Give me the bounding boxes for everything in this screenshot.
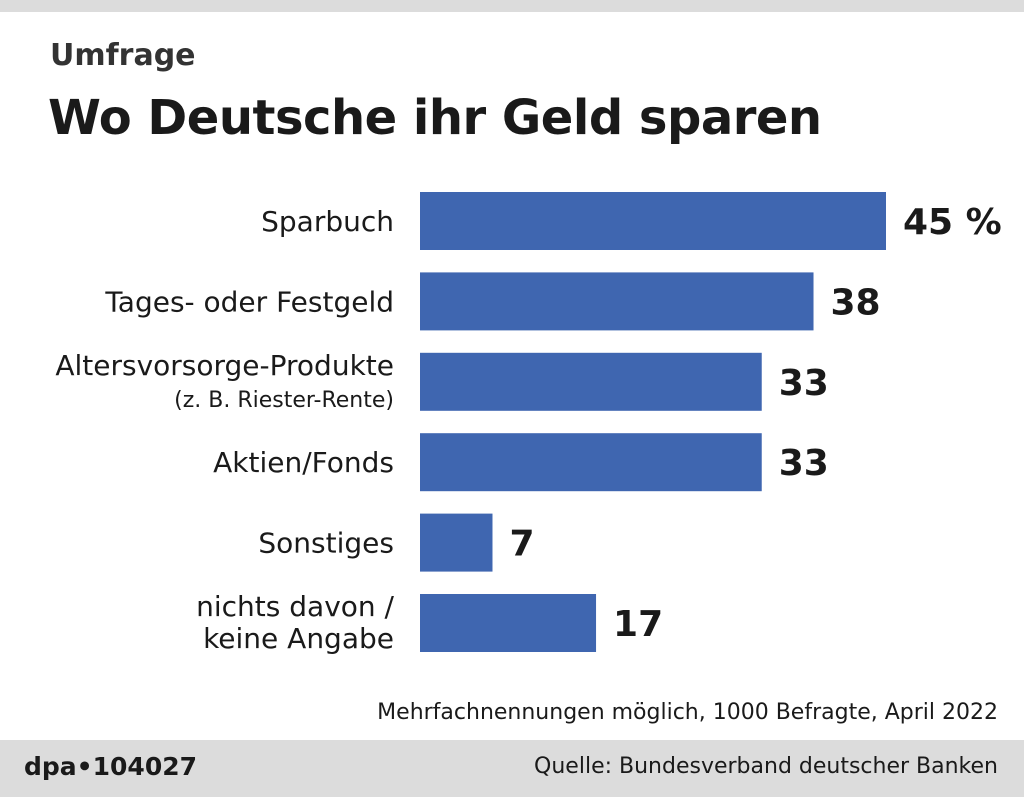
bar-chart: 45 % Sparbuch 38 Tages- oder Festgeld 33 Alte… — [55, 192, 1002, 655]
chart-kicker: Umfrage — [50, 38, 196, 73]
bar-4 — [420, 433, 762, 492]
category-label-4: Aktien/Fonds — [213, 446, 394, 479]
value-label-1: 45 % — [903, 202, 1002, 243]
value-label-6: 17 — [613, 604, 663, 645]
value-label-2: 38 — [831, 282, 881, 323]
value-label-3: 33 — [779, 363, 829, 404]
category-label-5: Sonstiges — [258, 527, 394, 560]
bar-5 — [420, 513, 493, 572]
bar-6 — [420, 594, 597, 652]
category-label-2: Tages- oder Festgeld — [104, 285, 394, 318]
top-band — [0, 0, 1024, 12]
value-label-5: 7 — [509, 524, 534, 565]
category-label-6-line-1: nichts davon / — [196, 590, 394, 623]
chart-title: Wo Deutsche ihr Geld sparen — [48, 90, 822, 146]
category-label-3-line-1: Altersvorsorge-Produkte — [55, 349, 394, 382]
value-label-4: 33 — [779, 443, 829, 484]
bar-3 — [420, 352, 762, 411]
source-credit: Quelle: Bundesverband deutscher Banken — [534, 754, 998, 779]
category-label-1: Sparbuch — [261, 205, 394, 238]
bar-1 — [420, 192, 886, 250]
category-label-3-line-2: (z. B. Riester-Rente) — [174, 388, 394, 413]
category-label-6-line-2: keine Angabe — [203, 622, 394, 655]
agency-id: dpa•104027 — [24, 752, 198, 781]
chart-note: Mehrfachnennungen möglich, 1000 Befragte… — [377, 700, 998, 725]
bar-2 — [420, 272, 814, 331]
footer-band: dpa•104027 Quelle: Bundesverband deutsch… — [0, 740, 1024, 797]
